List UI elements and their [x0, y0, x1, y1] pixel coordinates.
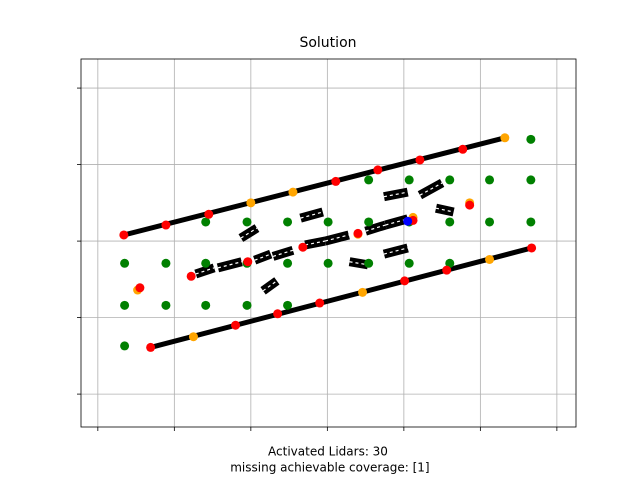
point [120, 258, 130, 268]
point [527, 243, 537, 253]
point [445, 217, 455, 227]
vehicle-dash [383, 191, 408, 198]
vehicle-segment [435, 203, 455, 217]
point [161, 258, 171, 268]
point [161, 220, 171, 230]
vehicle-segment [364, 220, 387, 236]
vehicle-dash [217, 261, 242, 269]
point [186, 271, 196, 281]
point [526, 134, 536, 144]
x-label: missing achievable coverage: [1] [226, 461, 429, 475]
point [273, 309, 283, 319]
point [242, 300, 252, 310]
point [485, 217, 495, 227]
point [364, 175, 374, 185]
vehicle-segment [194, 263, 216, 279]
vehicle-segment [238, 224, 260, 242]
point [315, 298, 325, 308]
point [400, 276, 410, 286]
point [204, 209, 214, 219]
point [242, 217, 252, 227]
point [283, 258, 293, 268]
point [445, 258, 455, 268]
vehicle-dash [383, 247, 408, 255]
point [323, 217, 333, 227]
point [288, 187, 298, 197]
point [120, 300, 130, 310]
point [442, 265, 452, 275]
vehicle-segment [271, 245, 295, 261]
point [283, 217, 293, 227]
point [246, 198, 256, 208]
point [404, 175, 414, 185]
vehicle-dash [262, 280, 278, 292]
point [465, 200, 475, 210]
point [526, 217, 536, 227]
point [188, 332, 198, 342]
chart-title: Solution [299, 35, 356, 51]
point [146, 342, 156, 352]
vehicle-segment [304, 236, 326, 250]
point [404, 258, 414, 268]
point [500, 133, 510, 143]
point [526, 175, 536, 185]
point [201, 258, 211, 268]
point [445, 175, 455, 185]
point [298, 242, 308, 252]
point [201, 217, 211, 227]
point [364, 258, 374, 268]
road-line [149, 245, 533, 350]
point [353, 228, 363, 238]
point [485, 175, 495, 185]
road-line [123, 135, 506, 238]
point [135, 283, 145, 293]
point [120, 341, 130, 351]
point [458, 144, 468, 154]
vehicle-dash [300, 211, 323, 219]
point [373, 165, 383, 175]
point [323, 258, 333, 268]
point [331, 176, 341, 186]
point [201, 300, 211, 310]
vehicle-dash [324, 234, 349, 242]
point [415, 155, 425, 165]
point [231, 320, 241, 330]
vehicle-dash [254, 253, 271, 261]
x-label: Activated Lidars: 30 [268, 445, 388, 459]
point [283, 300, 293, 310]
point [358, 287, 368, 297]
vehicle-dash [419, 182, 443, 196]
point [403, 216, 413, 226]
point [485, 254, 495, 264]
point [161, 300, 171, 310]
point [119, 230, 129, 240]
point [243, 257, 253, 267]
point [364, 217, 374, 227]
plot-frame [80, 58, 577, 428]
